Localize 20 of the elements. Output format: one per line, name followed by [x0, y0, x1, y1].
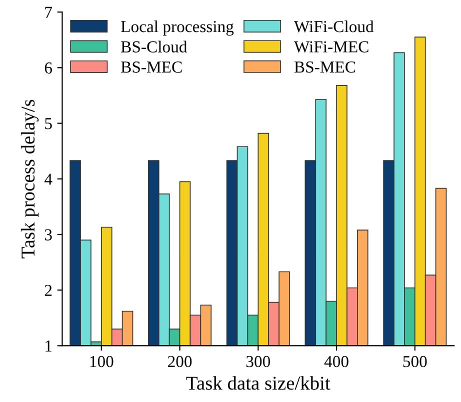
y-tick-label: 4 [44, 174, 52, 185]
legend-label: BS-Cloud [121, 40, 188, 52]
y-tick-label: 1 [46, 340, 52, 352]
y-tick-label: 3 [44, 229, 52, 240]
y-tick-label: 7 [45, 6, 52, 18]
x-axis-title: Task data size/kbit [186, 376, 330, 390]
legend-label: WiFi-MEC [294, 41, 368, 53]
x-tick-label: 400 [324, 356, 348, 368]
y-tick-label: 2 [44, 284, 52, 296]
legend-label: Local processing [121, 20, 234, 36]
legend-label: BS-MEC [294, 61, 356, 73]
legend-label: BS-MEC [121, 62, 182, 73]
y-axis-title: Task process delay/s [20, 100, 39, 258]
x-tick-label: 500 [403, 356, 427, 368]
legend-label: WiFi-Cloud [294, 20, 374, 32]
x-tick-label: 300 [246, 356, 270, 368]
x-tick-label: 100 [90, 356, 114, 368]
x-tick-label: 200 [168, 356, 192, 368]
y-tick-label: 5 [45, 118, 52, 130]
y-tick-label: 6 [44, 62, 52, 74]
